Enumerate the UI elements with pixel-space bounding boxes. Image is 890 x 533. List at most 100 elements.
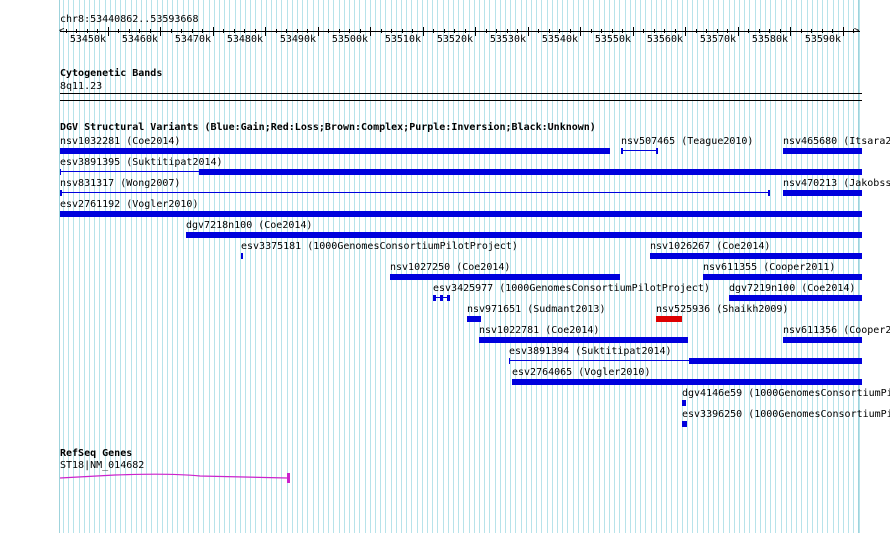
dgv-feature-block[interactable] — [440, 295, 443, 301]
dgv-feature-interval[interactable] — [60, 192, 768, 193]
dgv-feature-label[interactable]: nsv525936 (Shaikh2009) — [656, 304, 789, 315]
dgv-feature-block[interactable] — [447, 295, 450, 301]
gridline — [79, 0, 80, 533]
ruler-major-tick — [108, 27, 109, 36]
ruler-major-tick — [213, 27, 214, 36]
dgv-feature-thin-extent[interactable] — [60, 171, 199, 172]
gridline — [323, 0, 324, 533]
ruler-minor-tick — [496, 29, 497, 33]
gridline — [359, 0, 360, 533]
dgv-feature-bar[interactable] — [729, 295, 862, 301]
refseq-gene-intron-line[interactable] — [59, 473, 288, 479]
gridline — [687, 0, 688, 533]
gridline — [500, 0, 501, 533]
dgv-feature-bar[interactable] — [199, 169, 862, 175]
dgv-feature-label[interactable]: esv3425977 (1000GenomesConsortiumPilotPr… — [433, 283, 710, 294]
gridline — [469, 0, 470, 533]
dgv-feature-label[interactable]: nsv465680 (Itsara2009) — [783, 136, 890, 147]
ruler-minor-tick — [223, 29, 224, 33]
cytoband-track-title[interactable]: Cytogenetic Bands — [60, 68, 163, 79]
dgv-feature-label[interactable]: dgv4146e59 (1000GenomesConsortiumPilotPr… — [682, 388, 890, 399]
gridline — [73, 0, 74, 533]
dgv-feature-thin-extent[interactable] — [509, 360, 689, 361]
dgv-feature-bar[interactable] — [703, 274, 862, 280]
gridline — [162, 0, 163, 533]
dgv-feature-label[interactable]: nsv1032281 (Coe2014) — [60, 136, 181, 147]
dgv-feature-label[interactable]: nsv1027250 (Coe2014) — [390, 262, 511, 273]
gridline — [266, 0, 267, 533]
ruler-minor-tick — [286, 29, 287, 33]
ruler-minor-tick — [622, 29, 623, 33]
dgv-feature-label[interactable]: esv3375181 (1000GenomesConsortiumPilotPr… — [241, 241, 518, 252]
dgv-feature-bar[interactable] — [390, 274, 620, 280]
dgv-feature-label[interactable]: esv3396250 (1000GenomesConsortiumPilotPr… — [682, 409, 890, 420]
gridline — [817, 0, 818, 533]
gridline — [380, 0, 381, 533]
dgv-feature-label[interactable]: nsv611356 (Cooper2011) — [783, 325, 890, 336]
gridline — [474, 0, 475, 533]
dgv-feature-label[interactable]: esv3891394 (Suktitipat2014) — [509, 346, 672, 357]
gridline — [645, 0, 646, 533]
gridline — [531, 0, 532, 533]
dgv-feature-bar[interactable] — [467, 316, 481, 322]
refseq-gene-label[interactable]: ST18|NM_014682 — [60, 460, 145, 471]
ruler-minor-tick — [297, 29, 298, 33]
gridline — [453, 0, 454, 533]
dgv-feature-label[interactable]: nsv611355 (Cooper2011) — [703, 262, 836, 273]
gridline — [536, 0, 537, 533]
dgv-feature-label[interactable]: nsv1026267 (Coe2014) — [650, 241, 771, 252]
dgv-feature-label[interactable]: nsv831317 (Wong2007) — [60, 178, 181, 189]
dgv-feature-bar[interactable] — [682, 400, 686, 406]
dgv-feature-label[interactable]: dgv7219n100 (Coe2014) — [729, 283, 856, 294]
gridline — [443, 0, 444, 533]
dgv-feature-label[interactable]: dgv7218n100 (Coe2014) — [186, 220, 313, 231]
gridline — [287, 0, 288, 533]
gridline — [734, 0, 735, 533]
gridline — [89, 0, 90, 533]
dgv-feature-bar[interactable] — [241, 253, 243, 259]
dgv-feature-bar[interactable] — [60, 211, 862, 217]
dgv-feature-label[interactable]: nsv971651 (Sudmant2013) — [467, 304, 606, 315]
dgv-feature-block[interactable] — [433, 295, 436, 301]
gridline — [120, 0, 121, 533]
refseq-track-title[interactable]: RefSeq Genes — [60, 448, 133, 459]
dgv-feature-bar[interactable] — [783, 337, 862, 343]
ruler-minor-tick — [349, 29, 350, 33]
gridline — [552, 0, 553, 533]
ruler-major-tick — [370, 27, 371, 36]
ruler-major-tick — [685, 27, 686, 36]
dgv-feature-bar[interactable] — [650, 253, 862, 259]
dgv-feature-interval[interactable] — [621, 150, 656, 151]
dgv-feature-bar[interactable] — [783, 148, 862, 154]
dgv-feature-bar[interactable] — [479, 337, 688, 343]
refseq-gene-exon[interactable] — [287, 473, 290, 483]
gridline — [812, 0, 813, 533]
gridline — [63, 0, 64, 533]
dgv-feature-bar[interactable] — [60, 148, 610, 154]
dgv-feature-bar[interactable] — [186, 232, 862, 238]
ruler-tick-label: 53560k — [646, 34, 683, 45]
gridline — [541, 0, 542, 533]
dgv-feature-bar[interactable] — [656, 316, 682, 322]
dgv-feature-label[interactable]: esv2764065 (Vogler2010) — [512, 367, 651, 378]
dgv-feature-label[interactable]: esv2761192 (Vogler2010) — [60, 199, 199, 210]
ruler-minor-tick — [202, 29, 203, 33]
dgv-feature-label[interactable]: nsv1022781 (Coe2014) — [479, 325, 600, 336]
ruler-major-tick — [843, 27, 844, 36]
dgv-feature-bar[interactable] — [689, 358, 862, 364]
dgv-feature-end-cap — [60, 169, 61, 175]
ruler-major-tick — [318, 27, 319, 36]
dgv-feature-bar[interactable] — [783, 190, 862, 196]
dgv-track-title[interactable]: DGV Structural Variants (Blue:Gain;Red:L… — [60, 122, 596, 133]
ruler-minor-tick — [748, 29, 749, 33]
dgv-feature-label[interactable]: nsv470213 (Jakobsson2008) — [783, 178, 890, 189]
dgv-feature-label[interactable]: nsv507465 (Teague2010) — [621, 136, 754, 147]
gridline — [526, 0, 527, 533]
gridline — [729, 0, 730, 533]
dgv-feature-bar[interactable] — [682, 421, 687, 427]
ruler-minor-tick — [801, 29, 802, 33]
dgv-feature-label[interactable]: esv3891395 (Suktitipat2014) — [60, 157, 223, 168]
gridline — [229, 0, 230, 533]
dgv-feature-bar[interactable] — [512, 379, 862, 385]
gridline — [115, 0, 116, 533]
